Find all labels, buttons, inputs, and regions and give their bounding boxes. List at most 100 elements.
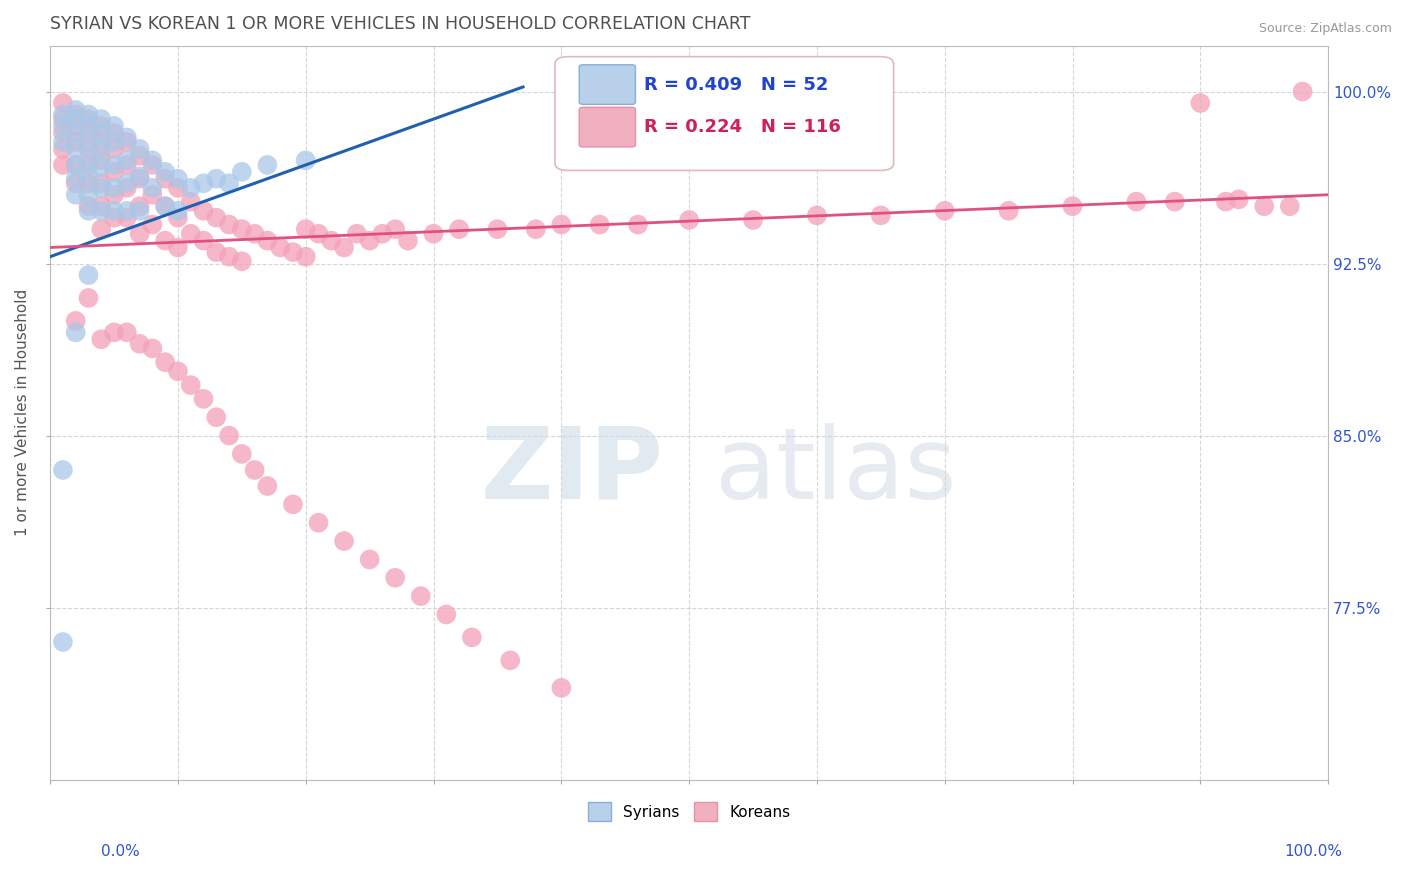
Point (1278, 199, 1301, 213)
Point (128, 149, 150, 163)
Point (231, 222, 253, 236)
Point (167, 171, 190, 186)
Point (294, 250, 316, 264)
Point (77, 112, 100, 126)
Point (115, 203, 138, 218)
Point (90, 222, 112, 236)
Point (103, 126, 125, 140)
Point (231, 254, 253, 268)
Point (90, 142, 112, 156)
Point (77, 126, 100, 140)
Point (103, 187, 125, 202)
Point (256, 234, 278, 248)
Point (128, 227, 150, 241)
Point (193, 392, 215, 406)
Point (193, 203, 215, 218)
Point (141, 153, 163, 168)
Text: 0.0%: 0.0% (101, 845, 141, 859)
Point (128, 336, 150, 351)
Y-axis label: 1 or more Vehicles in Household: 1 or more Vehicles in Household (15, 289, 30, 536)
Point (52, 158, 75, 172)
Text: ZIP: ZIP (481, 423, 664, 520)
Point (167, 240, 190, 254)
Point (90, 176, 112, 190)
Point (449, 222, 471, 236)
Point (396, 234, 419, 248)
Point (115, 158, 138, 172)
FancyBboxPatch shape (555, 57, 894, 170)
Point (180, 378, 202, 392)
Point (52, 95, 75, 110)
Point (141, 218, 163, 232)
Point (65, 314, 87, 328)
Point (205, 171, 228, 186)
Point (128, 203, 150, 218)
Point (499, 653, 522, 667)
Point (1189, 95, 1212, 110)
Point (52, 635, 75, 649)
Point (281, 245, 304, 260)
Point (90, 126, 112, 140)
Point (461, 631, 484, 645)
Point (128, 171, 150, 186)
Point (141, 181, 163, 195)
Point (231, 447, 253, 461)
Point (243, 227, 266, 241)
Point (128, 142, 150, 156)
Point (153, 234, 176, 248)
Point (550, 681, 572, 695)
Point (65, 119, 87, 133)
Point (678, 213, 700, 227)
Text: R = 0.409   N = 52: R = 0.409 N = 52 (644, 76, 828, 94)
Point (167, 181, 190, 195)
FancyBboxPatch shape (579, 107, 636, 147)
Point (1164, 194, 1187, 209)
Point (193, 234, 215, 248)
Point (103, 165, 125, 179)
Point (77, 107, 100, 121)
Point (90, 112, 112, 126)
Point (384, 222, 406, 236)
Point (115, 211, 138, 225)
Point (65, 107, 87, 121)
Point (167, 211, 190, 225)
Point (65, 135, 87, 149)
Point (103, 142, 125, 156)
Point (52, 463, 75, 477)
Point (103, 119, 125, 133)
Point (52, 119, 75, 133)
Point (77, 153, 100, 168)
Point (65, 176, 87, 190)
Point (180, 227, 202, 241)
Point (1062, 199, 1084, 213)
Point (153, 355, 176, 369)
Point (115, 176, 138, 190)
Point (141, 342, 163, 356)
Point (77, 187, 100, 202)
Point (409, 589, 432, 603)
Point (281, 497, 304, 511)
Point (77, 169, 100, 184)
Point (589, 218, 612, 232)
Text: SYRIAN VS KOREAN 1 OR MORE VEHICLES IN HOUSEHOLD CORRELATION CHART: SYRIAN VS KOREAN 1 OR MORE VEHICLES IN H… (51, 15, 751, 33)
Point (115, 135, 138, 149)
Point (359, 234, 381, 248)
Point (153, 199, 176, 213)
Point (77, 119, 100, 133)
Point (180, 194, 202, 209)
Point (153, 165, 176, 179)
Point (269, 240, 291, 254)
Point (218, 250, 240, 264)
Point (77, 158, 100, 172)
Point (90, 332, 112, 346)
Legend: Syrians, Koreans: Syrians, Koreans (582, 797, 797, 827)
Point (869, 208, 891, 222)
Point (359, 552, 381, 566)
Point (103, 181, 125, 195)
Point (550, 218, 572, 232)
Point (1227, 192, 1250, 206)
Point (103, 211, 125, 225)
Point (205, 211, 228, 225)
Point (231, 165, 253, 179)
Point (65, 126, 87, 140)
